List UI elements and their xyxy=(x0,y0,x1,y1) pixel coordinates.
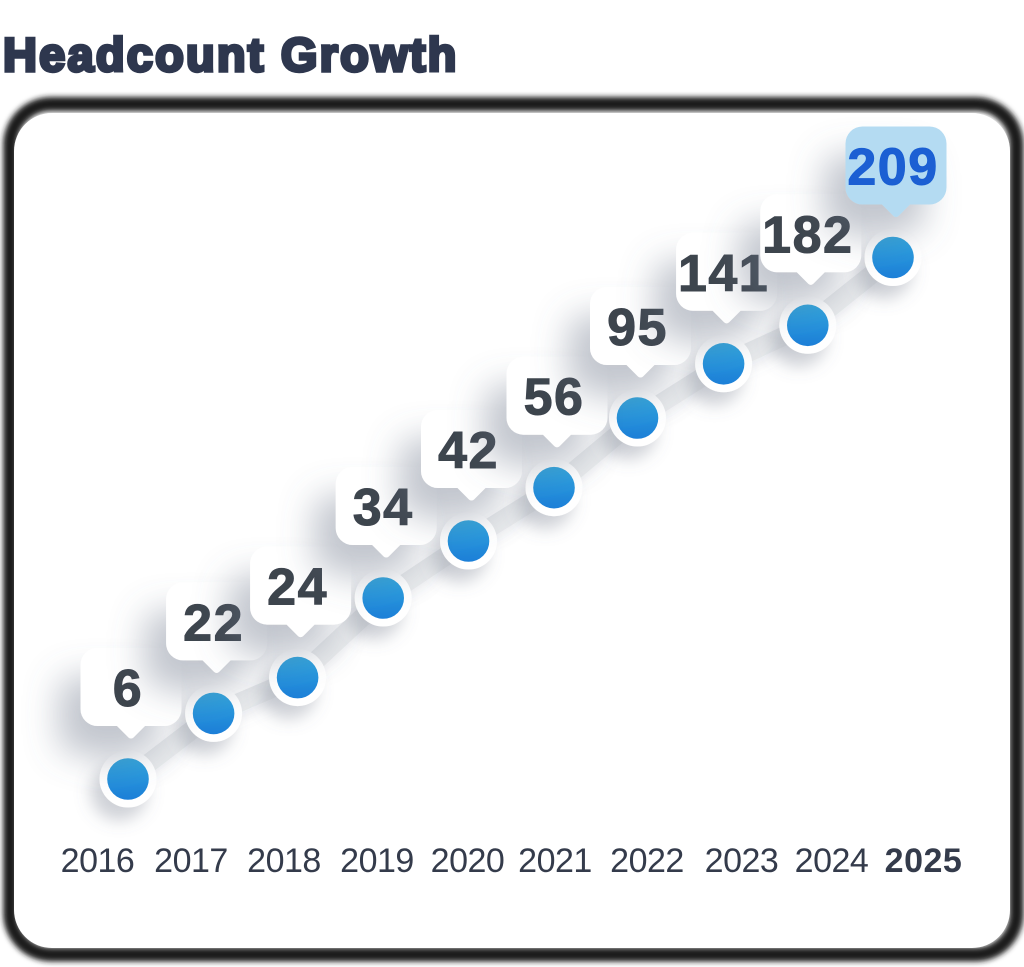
svg-text:2021: 2021 xyxy=(518,842,592,880)
svg-text:24: 24 xyxy=(267,559,328,617)
svg-text:42: 42 xyxy=(438,422,499,480)
svg-text:2016: 2016 xyxy=(61,842,135,880)
svg-text:2022: 2022 xyxy=(610,842,684,880)
svg-text:2019: 2019 xyxy=(340,842,414,880)
svg-text:2018: 2018 xyxy=(247,842,321,880)
svg-text:2024: 2024 xyxy=(795,842,869,880)
svg-text:182: 182 xyxy=(762,206,853,264)
svg-text:2020: 2020 xyxy=(431,842,505,880)
svg-text:209: 209 xyxy=(847,139,938,197)
svg-text:141: 141 xyxy=(678,245,769,303)
svg-text:2017: 2017 xyxy=(154,842,228,880)
svg-text:Headcount Growth: Headcount Growth xyxy=(3,28,459,81)
svg-text:95: 95 xyxy=(607,299,668,357)
svg-text:6: 6 xyxy=(113,660,143,718)
svg-text:2023: 2023 xyxy=(705,842,779,880)
svg-text:22: 22 xyxy=(183,594,244,652)
svg-text:2025: 2025 xyxy=(885,842,963,880)
svg-text:56: 56 xyxy=(524,369,585,427)
svg-text:34: 34 xyxy=(353,479,414,537)
